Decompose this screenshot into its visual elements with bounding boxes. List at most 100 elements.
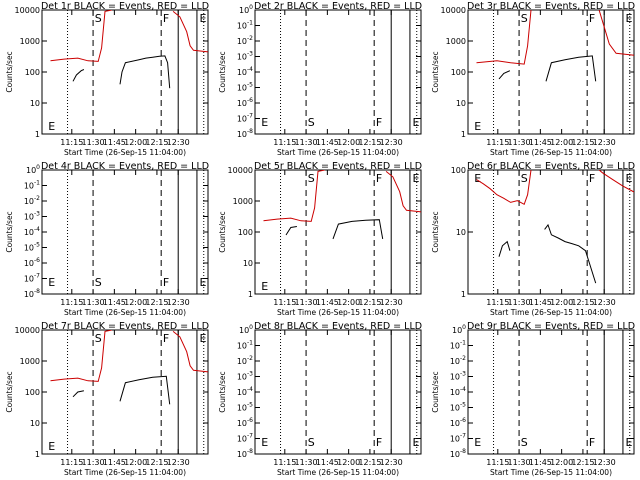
y-tick-label: 1000 bbox=[446, 37, 466, 46]
y-tick-label: 1000 bbox=[20, 357, 40, 366]
x-tick-label: 12:15 bbox=[145, 138, 168, 147]
x-tick-label: 11:30 bbox=[508, 458, 531, 467]
x-axis-label: Start Time (26-Sep-15 11:04:00) bbox=[277, 308, 399, 317]
y-tick-label: 10-1 bbox=[450, 340, 466, 351]
y-tick-label: 10-5 bbox=[450, 402, 466, 413]
y-tick-label: 10-4 bbox=[24, 226, 40, 237]
y-tick-label: 10-3 bbox=[237, 371, 253, 382]
x-tick-label: 12:00 bbox=[337, 458, 360, 467]
phase-marker: F bbox=[163, 332, 169, 345]
x-tick-label: 12:30 bbox=[593, 298, 616, 307]
series-line-lld bbox=[172, 331, 208, 373]
x-tick-label: 12:15 bbox=[571, 458, 594, 467]
y-tick-label: 10 bbox=[30, 99, 40, 108]
chart-title: Det 1r BLACK = Events, RED = LLD bbox=[41, 1, 209, 12]
y-axis-label: Counts/sec bbox=[218, 371, 227, 412]
chart-panel: Det 7r BLACK = Events, RED = LLD 1 10 100 10… bbox=[5, 321, 209, 477]
phase-marker: E bbox=[199, 12, 206, 25]
y-tick-label: 1 bbox=[35, 130, 40, 139]
series-line-events bbox=[119, 55, 171, 89]
plot-frame bbox=[41, 9, 209, 135]
x-tick-label: 11:15 bbox=[273, 138, 296, 147]
phase-marker: E bbox=[48, 440, 55, 453]
plot-frame bbox=[467, 9, 635, 135]
x-tick-label: 11:15 bbox=[60, 298, 83, 307]
chart-panel: Det 1r BLACK = Events, RED = LLD 1 10 100 10… bbox=[5, 1, 209, 157]
phase-marker: F bbox=[376, 116, 382, 129]
y-tick-label: 10-7 bbox=[237, 113, 253, 124]
series-line-lld bbox=[476, 10, 532, 65]
chart-title: Det 7r BLACK = Events, RED = LLD bbox=[41, 321, 209, 332]
y-tick-label: 10-3 bbox=[450, 371, 466, 382]
y-tick-label: 100 bbox=[239, 4, 253, 15]
phase-marker: S bbox=[308, 116, 315, 129]
y-tick-label: 10-6 bbox=[237, 417, 253, 428]
phase-marker: E bbox=[625, 12, 632, 25]
phase-marker: E bbox=[48, 120, 55, 133]
y-tick-label: 10000 bbox=[441, 6, 466, 15]
y-tick-label: 10-8 bbox=[237, 448, 253, 459]
y-axis-label: Counts/sec bbox=[5, 211, 14, 252]
x-tick-label: 11:45 bbox=[529, 458, 552, 467]
x-tick-label: 12:15 bbox=[358, 458, 381, 467]
x-axis-label: Start Time (26-Sep-15 11:04:00) bbox=[64, 148, 186, 157]
x-tick-label: 11:15 bbox=[60, 138, 83, 147]
x-tick-label: 11:15 bbox=[486, 138, 509, 147]
y-tick-label: 10-2 bbox=[237, 35, 253, 46]
y-tick-label: 10-4 bbox=[237, 66, 253, 77]
phase-marker: S bbox=[95, 12, 102, 25]
phase-marker: S bbox=[521, 436, 528, 449]
y-tick-label: 10 bbox=[30, 419, 40, 428]
y-axis-label: Counts/sec bbox=[218, 211, 227, 252]
phase-marker: F bbox=[589, 436, 595, 449]
x-tick-label: 11:30 bbox=[295, 458, 318, 467]
series-line-lld bbox=[598, 10, 634, 56]
x-tick-label: 12:30 bbox=[380, 458, 403, 467]
phase-marker: E bbox=[261, 436, 268, 449]
phase-marker: E bbox=[625, 172, 632, 185]
x-tick-label: 11:45 bbox=[103, 458, 126, 467]
y-tick-label: 10-1 bbox=[237, 340, 253, 351]
x-tick-label: 12:30 bbox=[167, 458, 190, 467]
y-tick-label: 10-8 bbox=[450, 448, 466, 459]
y-tick-label: 100 bbox=[239, 324, 253, 335]
x-tick-label: 11:15 bbox=[60, 458, 83, 467]
x-axis-label: Start Time (26-Sep-15 11:04:00) bbox=[277, 148, 399, 157]
x-tick-label: 12:15 bbox=[358, 138, 381, 147]
y-tick-label: 100 bbox=[452, 324, 466, 335]
x-tick-label: 12:15 bbox=[145, 298, 168, 307]
y-tick-label: 1 bbox=[35, 450, 40, 459]
x-axis-label: Start Time (26-Sep-15 11:04:00) bbox=[277, 468, 399, 477]
phase-marker: S bbox=[521, 172, 528, 185]
y-tick-label: 10-2 bbox=[450, 355, 466, 366]
phase-marker: S bbox=[308, 436, 315, 449]
y-tick-label: 10-7 bbox=[237, 433, 253, 444]
y-axis-label: Counts/sec bbox=[5, 371, 14, 412]
y-tick-label: 100 bbox=[26, 164, 40, 175]
x-tick-label: 11:45 bbox=[529, 298, 552, 307]
phase-marker: F bbox=[163, 276, 169, 289]
y-tick-label: 10-6 bbox=[450, 417, 466, 428]
phase-marker: E bbox=[199, 276, 206, 289]
y-axis-label: Counts/sec bbox=[431, 211, 440, 252]
phase-marker: E bbox=[474, 172, 481, 185]
chart-title: Det 3r BLACK = Events, RED = LLD bbox=[467, 1, 635, 12]
x-tick-label: 12:00 bbox=[550, 298, 573, 307]
x-tick-label: 11:30 bbox=[508, 138, 531, 147]
x-tick-label: 12:00 bbox=[337, 138, 360, 147]
chart-panel: Det 3r BLACK = Events, RED = LLD 1 10 100 10… bbox=[431, 1, 635, 157]
phase-marker: E bbox=[625, 436, 632, 449]
series-line-events bbox=[72, 69, 85, 82]
x-tick-label: 11:45 bbox=[316, 458, 339, 467]
chart-title: Det 4r BLACK = Events, RED = LLD bbox=[41, 161, 209, 172]
y-tick-label: 10-7 bbox=[24, 273, 40, 284]
phase-marker: S bbox=[308, 172, 315, 185]
y-tick-label: 10000 bbox=[15, 326, 40, 335]
series-line-events bbox=[544, 223, 597, 284]
series-line-lld bbox=[50, 330, 112, 382]
series-line-events bbox=[498, 70, 511, 80]
x-tick-label: 11:45 bbox=[103, 298, 126, 307]
